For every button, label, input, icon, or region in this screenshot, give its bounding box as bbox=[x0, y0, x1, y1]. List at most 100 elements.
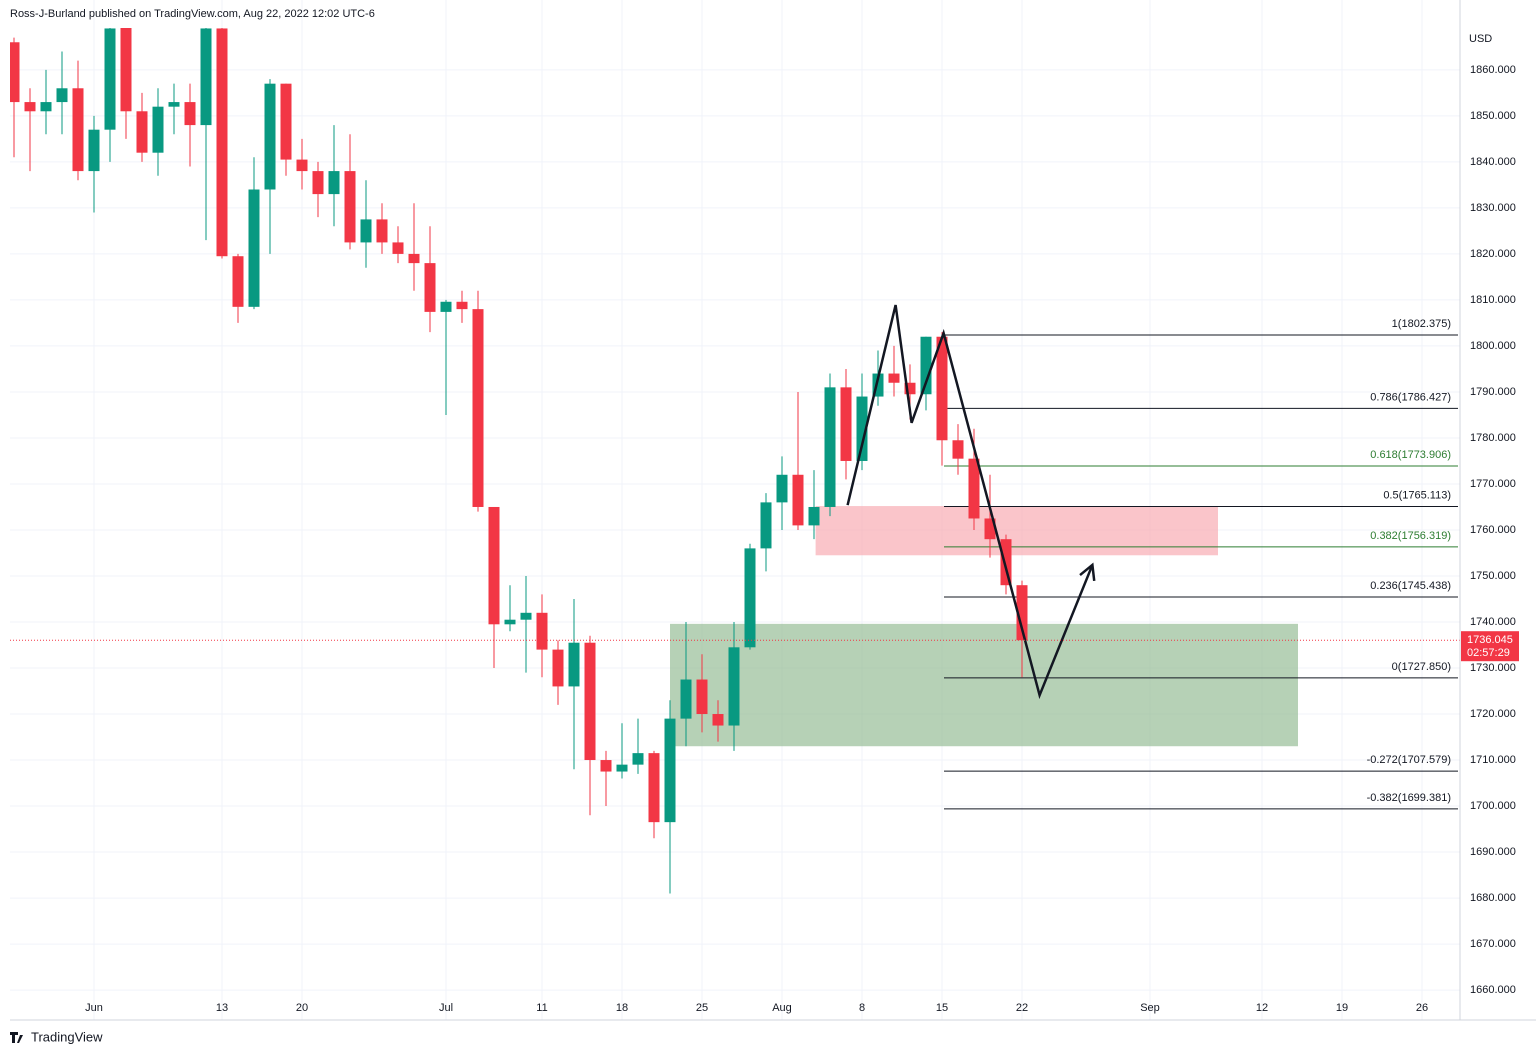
candle-body bbox=[728, 647, 740, 726]
candle-body bbox=[392, 242, 404, 254]
y-tick-label: 1830.000 bbox=[1470, 202, 1516, 214]
candle-body bbox=[712, 714, 724, 726]
fib-label: 0.786(1786.427) bbox=[1370, 391, 1451, 403]
logo: TradingView bbox=[10, 1029, 103, 1044]
candle-body bbox=[152, 106, 164, 153]
y-tick-label: 1730.000 bbox=[1470, 662, 1516, 674]
y-tick-label: 1850.000 bbox=[1470, 110, 1516, 122]
candle-body bbox=[104, 28, 116, 130]
fib-label: 0.382(1756.319) bbox=[1370, 530, 1451, 542]
candle-body bbox=[488, 506, 500, 625]
y-tick-label: 1670.000 bbox=[1470, 938, 1516, 950]
y-tick-label: 1770.000 bbox=[1470, 478, 1516, 490]
candle-body bbox=[680, 679, 692, 719]
candle-body bbox=[520, 612, 532, 620]
candle-body bbox=[280, 83, 292, 160]
candle-body bbox=[872, 373, 884, 397]
candle-body bbox=[808, 506, 820, 526]
candle-body bbox=[56, 88, 68, 103]
x-tick-label: 22 bbox=[1016, 1002, 1028, 1014]
y-tick-label: 1810.000 bbox=[1470, 294, 1516, 306]
candle-body bbox=[968, 458, 980, 519]
logo-mark bbox=[10, 1032, 23, 1043]
x-tick-label: 26 bbox=[1416, 1002, 1428, 1014]
candle-body bbox=[664, 718, 676, 823]
x-tick-label: 18 bbox=[616, 1002, 628, 1014]
candle-body bbox=[840, 387, 852, 461]
candle-body bbox=[312, 171, 324, 195]
fib-label: 0(1727.850) bbox=[1392, 661, 1451, 673]
candle-body bbox=[24, 102, 36, 112]
candle-body bbox=[792, 474, 804, 526]
candle-body bbox=[856, 396, 868, 461]
zone bbox=[815, 506, 1218, 556]
candle-body bbox=[10, 42, 20, 103]
candle-body bbox=[952, 440, 964, 459]
x-tick-label: Jun bbox=[85, 1002, 103, 1014]
fib-label: -0.272(1707.579) bbox=[1367, 754, 1451, 766]
candle-body bbox=[616, 764, 628, 772]
price-tag bbox=[1461, 631, 1519, 662]
candle-body bbox=[888, 373, 900, 383]
candle-body bbox=[568, 642, 580, 687]
candle-body bbox=[696, 679, 708, 715]
x-tick-label: 19 bbox=[1336, 1002, 1348, 1014]
candle-body bbox=[984, 518, 996, 540]
candle-body bbox=[40, 102, 52, 112]
candle-body bbox=[424, 263, 436, 312]
fib-label: 1(1802.375) bbox=[1392, 318, 1451, 330]
arrow-head bbox=[1079, 562, 1096, 581]
y-tick-label: 1720.000 bbox=[1470, 708, 1516, 720]
candle-body bbox=[328, 171, 340, 195]
candle-body bbox=[632, 753, 644, 765]
y-tick-label: 1860.000 bbox=[1470, 64, 1516, 76]
x-tick-label: 13 bbox=[216, 1002, 228, 1014]
y-tick-label: 1750.000 bbox=[1470, 570, 1516, 582]
candle-body bbox=[360, 219, 372, 243]
fib-label: -0.382(1699.381) bbox=[1367, 792, 1451, 804]
candle-body bbox=[824, 387, 836, 507]
candle-body bbox=[216, 28, 228, 257]
candle-body bbox=[744, 548, 756, 648]
candle-body bbox=[936, 336, 948, 441]
currency: USD bbox=[1469, 33, 1492, 45]
y-tick-label: 1790.000 bbox=[1470, 386, 1516, 398]
y-tick-label: 1740.000 bbox=[1470, 616, 1516, 628]
candle-body bbox=[536, 612, 548, 650]
candle-body bbox=[1016, 585, 1028, 641]
zone bbox=[670, 623, 1298, 747]
candle-body bbox=[120, 28, 132, 112]
candle-body bbox=[136, 111, 148, 153]
x-tick-label: 12 bbox=[1256, 1002, 1268, 1014]
y-tick-label: 1680.000 bbox=[1470, 892, 1516, 904]
y-tick-label: 1710.000 bbox=[1470, 754, 1516, 766]
fib-label: 0.236(1745.438) bbox=[1370, 580, 1451, 592]
candle-body bbox=[904, 382, 916, 395]
x-tick-label: 20 bbox=[296, 1002, 308, 1014]
x-tick-label: Jul bbox=[439, 1002, 453, 1014]
candle-body bbox=[88, 129, 100, 172]
price-tag-countdown: 02:57:29 bbox=[1467, 647, 1510, 659]
x-tick-label: Sep bbox=[1140, 1002, 1160, 1014]
axes: 1660.000 1670.000 1680.000 1690.000 1700.000… bbox=[85, 64, 1519, 1014]
fib-label: 0.618(1773.906) bbox=[1370, 449, 1451, 461]
y-tick-label: 1700.000 bbox=[1470, 800, 1516, 812]
header: Ross-J-Burland published on TradingView.… bbox=[10, 8, 375, 20]
candle-body bbox=[1000, 539, 1012, 586]
x-tick-label: 25 bbox=[696, 1002, 708, 1014]
x-tick-label: Aug bbox=[772, 1002, 792, 1014]
candle-body bbox=[440, 301, 452, 312]
grid bbox=[10, 0, 1460, 1020]
candle-body bbox=[552, 649, 564, 687]
candle-body bbox=[264, 83, 276, 190]
brand: TradingView bbox=[31, 1029, 103, 1044]
y-tick-label: 1840.000 bbox=[1470, 156, 1516, 168]
candle-body bbox=[648, 753, 660, 823]
candle-body bbox=[584, 642, 596, 761]
y-tick-label: 1820.000 bbox=[1470, 248, 1516, 260]
y-tick-label: 1800.000 bbox=[1470, 340, 1516, 352]
candle-body bbox=[168, 102, 180, 107]
x-tick-label: 15 bbox=[936, 1002, 948, 1014]
candle-body bbox=[472, 309, 484, 507]
